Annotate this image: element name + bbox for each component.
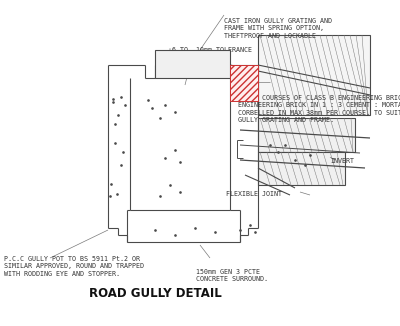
Text: +6 TO -10mm TOLERANCE: +6 TO -10mm TOLERANCE	[168, 47, 252, 53]
Text: ROAD GULLY DETAIL: ROAD GULLY DETAIL	[89, 287, 221, 300]
Text: INVERT: INVERT	[330, 158, 354, 164]
Text: 3 - 4 COURSES OF CLASS B ENGINEERING BRICK
ENGINEERING BRICK IN 1 : 3 CEMENT : M: 3 - 4 COURSES OF CLASS B ENGINEERING BRI…	[238, 95, 400, 123]
Polygon shape	[258, 118, 355, 152]
Text: FLEXIBLE JOINT: FLEXIBLE JOINT	[226, 191, 282, 197]
Bar	[230, 65, 258, 101]
Text: CAST IRON GULLY GRATING AND
FRAME WITH SPRING OPTION,
THEFTPROOF AND LOCKABLE: CAST IRON GULLY GRATING AND FRAME WITH S…	[224, 18, 332, 39]
Bar	[155, 50, 230, 78]
Polygon shape	[258, 152, 345, 185]
Text: P.C.C GULLY POT TO BS 5911 Pt.2 OR
SIMILAR APPROVED, ROUND AND TRAPPED
WITH RODD: P.C.C GULLY POT TO BS 5911 Pt.2 OR SIMIL…	[4, 256, 144, 277]
Text: 150mm GEN 3 PCTE
CONCRETE SURROUND.: 150mm GEN 3 PCTE CONCRETE SURROUND.	[196, 269, 268, 282]
Polygon shape	[258, 35, 370, 115]
